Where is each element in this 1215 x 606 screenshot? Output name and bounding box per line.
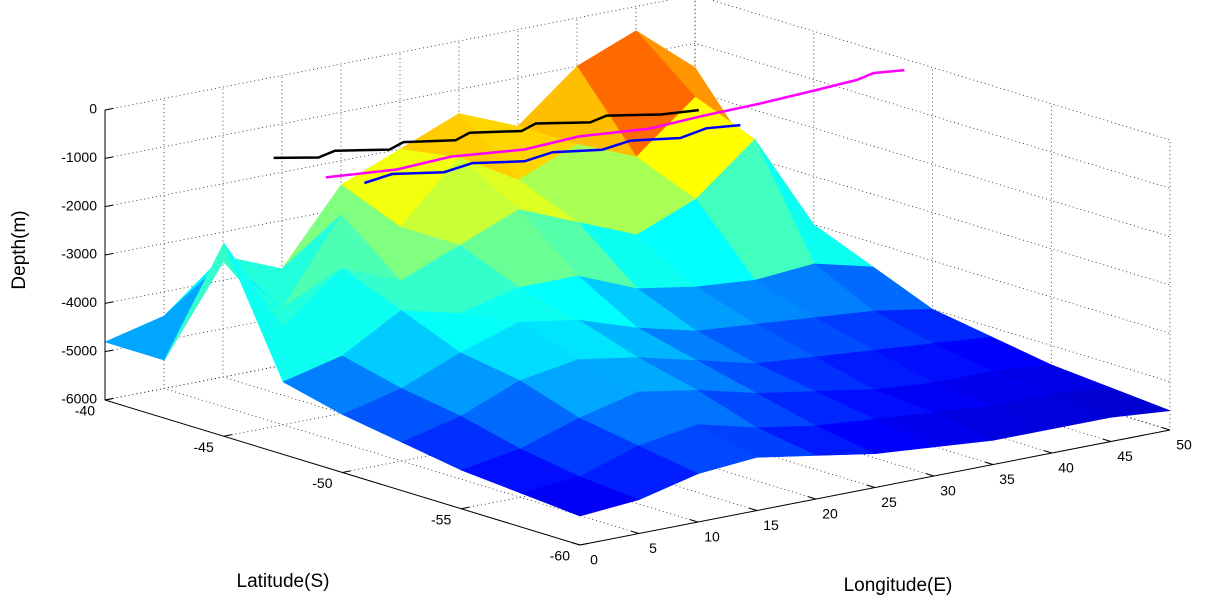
y-tick [223,434,232,437]
x-tick-label: 5 [649,540,657,556]
y-tick [342,470,351,473]
z-tick-label: -2000 [61,197,97,213]
x-tick [1161,427,1171,431]
x-tick [571,542,581,546]
x-tick-label: 45 [1117,448,1133,464]
z-tick [104,349,114,353]
grid-line [104,139,1171,286]
x-tick [925,473,935,477]
z-tick-label: 0 [89,101,97,117]
y-tick [461,506,470,510]
x-tick [748,507,758,511]
x-tick [984,461,994,465]
z-tick [104,301,114,304]
track [273,108,699,160]
z-tick-label: -3000 [61,246,97,262]
tracks [273,68,905,185]
grid-line [104,0,1171,141]
y-tick [104,397,114,401]
x-tick-label: 25 [881,494,897,510]
x-tick [1043,450,1053,454]
x-tick [866,484,876,488]
y-tick-label: -60 [550,548,570,564]
x-tick-label: 20 [822,506,838,522]
x-tick [689,519,699,523]
x-tick-label: 35 [999,471,1015,487]
x-tick-label: 15 [763,517,779,533]
z-tick [104,156,114,159]
x-tick [1102,438,1112,442]
grid-line [104,91,1171,238]
x-tick-label: 10 [704,529,720,545]
x-tick-label: 30 [940,483,956,499]
y-tick-label: -50 [312,475,332,491]
surface [104,30,1171,517]
z-tick [104,253,114,256]
z-tick-label: -4000 [61,294,97,310]
track [364,123,741,185]
z-tick [104,204,114,208]
y-tick-label: -55 [431,511,451,527]
track [325,68,905,179]
x-tick [807,496,817,500]
z-tick-label: -1000 [61,149,97,165]
y-tick [579,542,589,546]
grid-line [104,42,1171,189]
z-tick-label: -6000 [61,391,97,407]
axes: 0 -1000 -2000 -3000 -4000 -5000 -6000-40 -45 -50… [61,101,1192,568]
y-tick-label: -40 [75,403,95,419]
x-tick [630,530,640,534]
x-tick-label: 50 [1176,437,1192,453]
x-axis-label: Longitude(E) [844,575,953,596]
y-tick-label: -45 [194,439,214,455]
x-tick-label: 0 [590,552,598,568]
z-tick [104,108,114,111]
z-tick-label: -5000 [61,342,97,358]
y-axis-label: Latitude(S) [237,571,330,592]
z-axis-label: Depth(m) [9,210,30,289]
x-tick-label: 40 [1058,460,1074,476]
surface-patch [519,476,640,517]
